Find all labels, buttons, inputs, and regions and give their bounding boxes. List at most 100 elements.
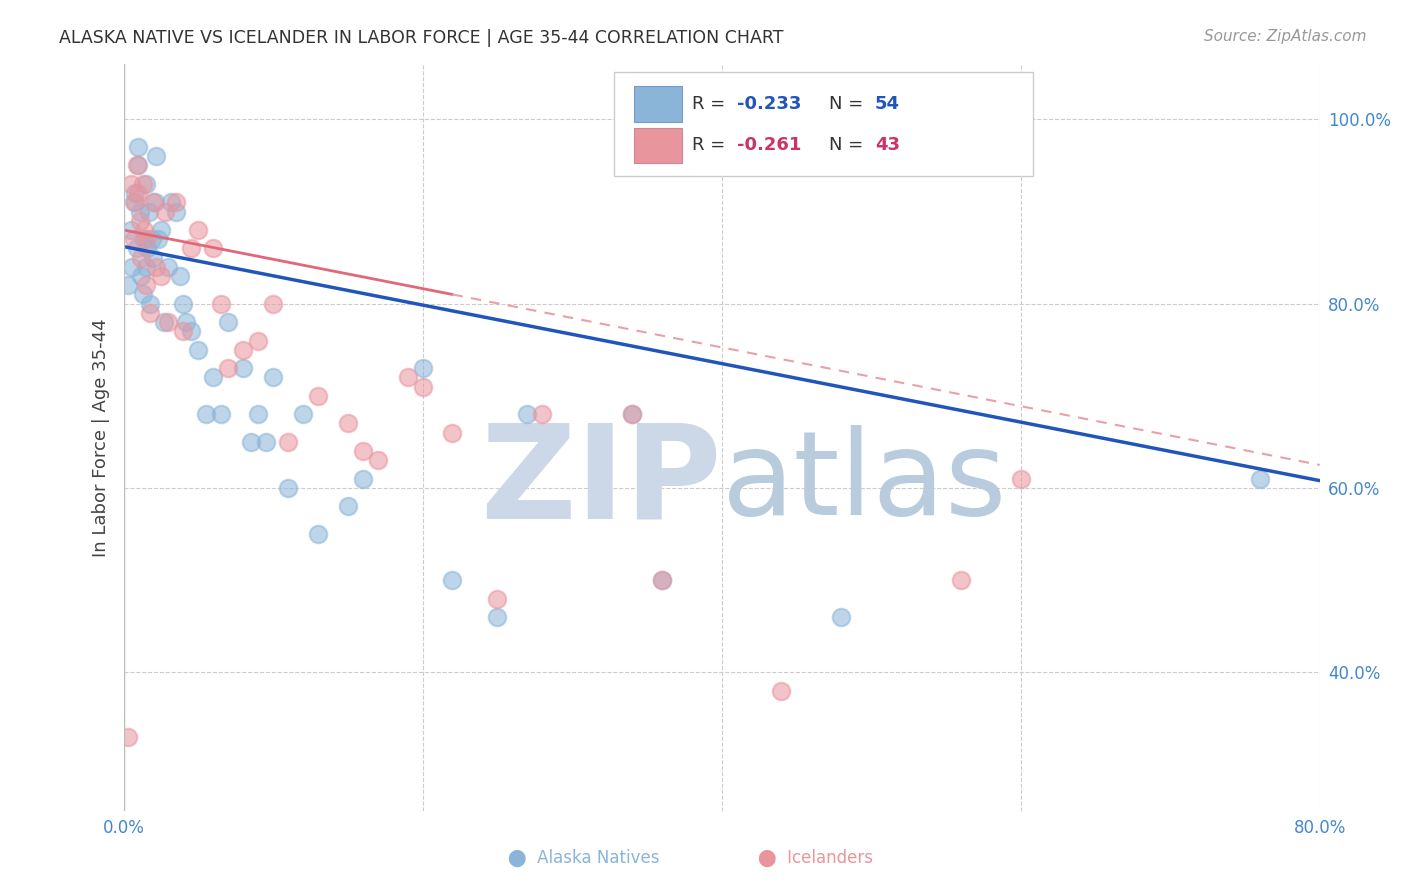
Point — [139, 296, 162, 310]
Point — [247, 407, 270, 421]
Point — [239, 434, 262, 449]
Point — [180, 324, 202, 338]
Point — [125, 241, 148, 255]
Point — [155, 204, 177, 219]
Point — [232, 343, 254, 357]
Point — [209, 296, 232, 310]
Point — [620, 407, 643, 421]
Point — [153, 315, 176, 329]
Point — [1249, 472, 1271, 486]
Point — [307, 389, 329, 403]
Point — [176, 315, 198, 329]
Point — [142, 251, 165, 265]
Point — [1010, 472, 1032, 486]
Point — [143, 195, 166, 210]
Point — [187, 223, 209, 237]
Point — [149, 223, 172, 237]
Point — [142, 195, 165, 210]
Point — [651, 573, 673, 587]
Point — [770, 683, 793, 698]
Point — [441, 573, 464, 587]
Point — [412, 361, 434, 376]
Point — [232, 361, 254, 376]
Point — [138, 204, 160, 219]
Point — [396, 370, 419, 384]
Point — [336, 417, 359, 431]
Point — [127, 186, 149, 200]
Point — [129, 204, 152, 219]
Point — [149, 268, 172, 283]
Point — [202, 241, 225, 255]
Point — [131, 268, 153, 283]
Point — [135, 278, 157, 293]
Point — [180, 241, 202, 255]
Point — [367, 453, 389, 467]
Text: Source: ZipAtlas.com: Source: ZipAtlas.com — [1204, 29, 1367, 45]
Text: R =: R = — [692, 136, 731, 154]
Point — [262, 370, 284, 384]
Point — [122, 232, 145, 246]
Point — [486, 610, 509, 624]
Text: ⬤  Icelanders: ⬤ Icelanders — [758, 849, 873, 867]
Point — [135, 260, 157, 274]
Point — [136, 241, 159, 255]
Text: N =: N = — [830, 136, 869, 154]
Point — [486, 591, 509, 606]
Point — [620, 407, 643, 421]
Point — [352, 444, 374, 458]
Point — [132, 177, 155, 191]
Point — [412, 379, 434, 393]
Y-axis label: In Labor Force | Age 35-44: In Labor Force | Age 35-44 — [93, 318, 110, 557]
Point — [120, 223, 142, 237]
Point — [125, 158, 148, 172]
Point — [132, 287, 155, 301]
Point — [830, 610, 852, 624]
Point — [136, 232, 159, 246]
Point — [217, 315, 239, 329]
Point — [117, 278, 139, 293]
Point — [277, 434, 299, 449]
Text: atlas: atlas — [721, 425, 1007, 540]
Point — [157, 260, 180, 274]
Text: -0.261: -0.261 — [737, 136, 801, 154]
Point — [169, 268, 191, 283]
Point — [254, 434, 277, 449]
Point — [217, 361, 239, 376]
Point — [117, 730, 139, 744]
Text: ZIP: ZIP — [479, 418, 721, 546]
Point — [124, 186, 146, 200]
Text: ALASKA NATIVE VS ICELANDER IN LABOR FORCE | AGE 35-44 CORRELATION CHART: ALASKA NATIVE VS ICELANDER IN LABOR FORC… — [59, 29, 783, 47]
Point — [291, 407, 314, 421]
Point — [146, 232, 169, 246]
Text: 54: 54 — [875, 95, 900, 112]
Point — [277, 481, 299, 495]
Point — [194, 407, 217, 421]
Point — [172, 296, 194, 310]
Point — [949, 573, 972, 587]
Point — [131, 251, 153, 265]
Point — [165, 195, 187, 210]
Point — [247, 334, 270, 348]
Point — [165, 204, 187, 219]
Text: -0.233: -0.233 — [737, 95, 801, 112]
Point — [121, 260, 143, 274]
Point — [172, 324, 194, 338]
Text: 43: 43 — [875, 136, 900, 154]
Point — [202, 370, 225, 384]
Text: N =: N = — [830, 95, 869, 112]
FancyBboxPatch shape — [614, 71, 1032, 176]
Point — [135, 177, 157, 191]
Point — [336, 500, 359, 514]
Point — [134, 232, 156, 246]
Text: ⬤  Alaska Natives: ⬤ Alaska Natives — [508, 849, 659, 867]
Point — [124, 195, 146, 210]
Point — [145, 149, 167, 163]
Point — [120, 177, 142, 191]
Point — [209, 407, 232, 421]
Point — [187, 343, 209, 357]
FancyBboxPatch shape — [634, 128, 682, 163]
Point — [145, 260, 167, 274]
FancyBboxPatch shape — [634, 87, 682, 121]
Point — [139, 306, 162, 320]
Point — [307, 527, 329, 541]
